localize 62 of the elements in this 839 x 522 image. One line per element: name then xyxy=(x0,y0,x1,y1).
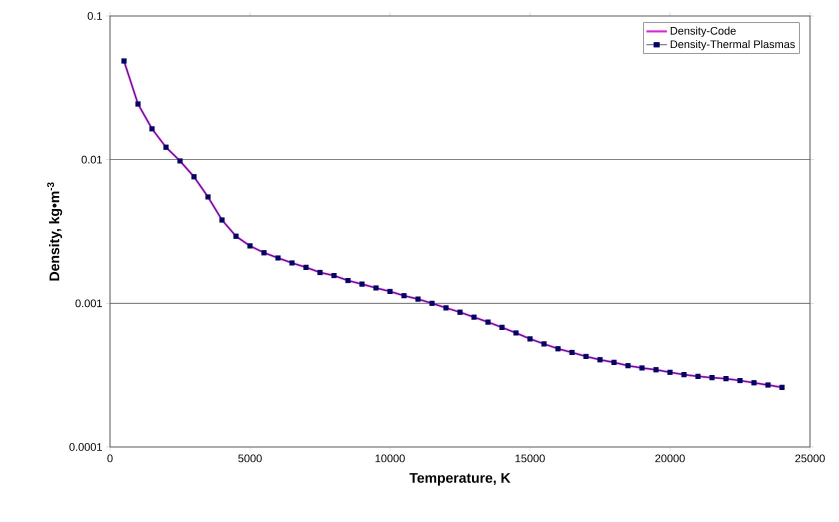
point xyxy=(289,260,295,266)
y-tick-label: 0.1 xyxy=(88,12,102,20)
point xyxy=(373,285,379,291)
point xyxy=(247,243,253,249)
point xyxy=(765,382,771,388)
x-axis-title: Temperature, K xyxy=(410,473,511,486)
point xyxy=(555,346,561,352)
x-tick-label: 25000 xyxy=(795,454,825,462)
point xyxy=(583,354,589,360)
point xyxy=(331,272,337,278)
point xyxy=(485,320,491,325)
point xyxy=(695,374,701,380)
point xyxy=(135,101,141,107)
point xyxy=(667,370,673,375)
point xyxy=(233,234,239,239)
point xyxy=(681,372,687,378)
y-axis-title: Density, kg•m$^{-3}$ xyxy=(47,182,62,280)
point xyxy=(653,367,659,372)
point xyxy=(219,217,225,223)
point xyxy=(275,255,281,261)
point xyxy=(443,305,449,310)
point xyxy=(499,324,505,330)
point xyxy=(149,126,155,132)
point xyxy=(751,380,757,386)
y-tick-label: 0.001 xyxy=(75,299,102,308)
point xyxy=(205,194,211,200)
point xyxy=(191,174,197,180)
x-tick-label: 5000 xyxy=(238,454,262,462)
point xyxy=(457,310,463,315)
point xyxy=(345,278,351,284)
point xyxy=(611,360,617,366)
point xyxy=(639,365,645,371)
point xyxy=(569,350,575,356)
x-tick-label: 20000 xyxy=(655,454,685,462)
point xyxy=(429,300,435,306)
point xyxy=(597,357,603,362)
point xyxy=(415,296,421,302)
point xyxy=(163,144,169,150)
point xyxy=(401,293,407,298)
point xyxy=(709,375,715,380)
point xyxy=(359,282,365,287)
y-tick-label: 0.01 xyxy=(82,156,102,164)
point xyxy=(261,250,267,256)
point xyxy=(737,378,743,384)
point xyxy=(723,376,729,382)
point xyxy=(541,341,547,346)
point xyxy=(177,158,183,164)
point xyxy=(317,270,323,276)
x-tick-label: 10000 xyxy=(376,454,405,462)
x-tick-label: 0 xyxy=(107,454,113,462)
y-tick-label: 0.0001 xyxy=(69,443,102,451)
point xyxy=(121,58,127,64)
legend-label: Density-Thermal Plasmas xyxy=(670,40,795,50)
legend-label: Density-Code xyxy=(670,26,736,37)
point xyxy=(779,384,785,390)
point xyxy=(303,264,309,270)
point xyxy=(513,330,519,336)
point xyxy=(471,314,477,320)
point xyxy=(527,336,533,342)
point xyxy=(387,288,393,294)
x-tick-label: 15000 xyxy=(516,454,545,462)
point xyxy=(625,363,631,368)
